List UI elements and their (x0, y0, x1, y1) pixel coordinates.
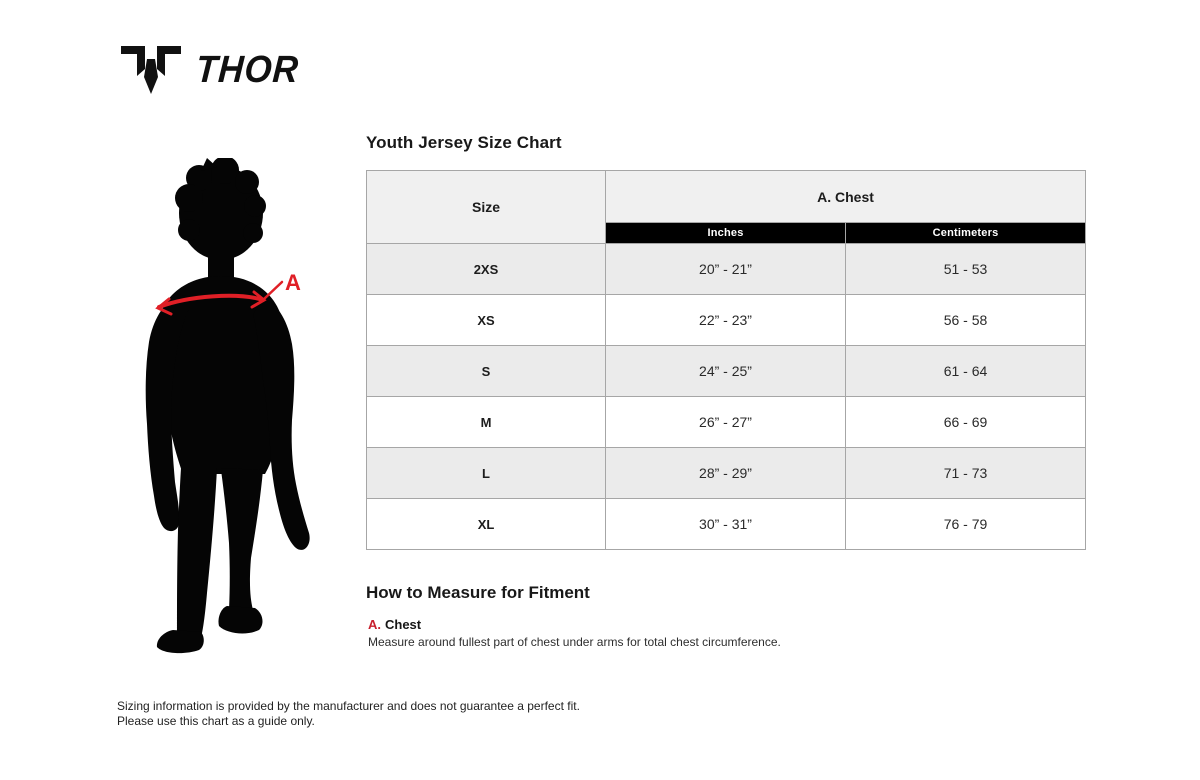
inches-value: 28” - 29” (605, 447, 846, 499)
size-value: M (366, 396, 606, 448)
centimeters-value: 56 - 58 (844, 294, 1087, 346)
size-value: XS (366, 294, 606, 346)
measure-heading: How to Measure for Fitment (366, 583, 590, 602)
size-value: 2XS (366, 243, 606, 295)
disclaimer-line-2: Please use this chart as a guide only. (117, 714, 315, 728)
thor-horns-icon (120, 44, 182, 96)
size-chart-table: Size A. Chest Inches Centimeters 2XS 20”… (366, 170, 1087, 550)
measure-item-name: Chest (385, 617, 422, 632)
chest-measure-line (155, 280, 284, 316)
column-header-inches: Inches (605, 222, 846, 244)
table-row: L 28” - 29” 71 - 73 (366, 447, 1087, 499)
table-row: 2XS 20” - 21” 51 - 53 (366, 243, 1087, 295)
inches-value: 26” - 27” (605, 396, 846, 448)
column-header-size: Size (366, 170, 606, 244)
chest-measure-label: A (285, 270, 301, 295)
inches-value: 30” - 31” (605, 498, 846, 550)
size-chart-title: Youth Jersey Size Chart (366, 133, 562, 152)
table-row: XL 30” - 31” 76 - 79 (366, 498, 1087, 550)
inches-value: 24” - 25” (605, 345, 846, 397)
child-silhouette-graphic: A (145, 156, 310, 654)
inches-value: 22” - 23” (605, 294, 846, 346)
size-value: L (366, 447, 606, 499)
size-value: XL (366, 498, 606, 550)
table-row: S 24” - 25” 61 - 64 (366, 345, 1087, 397)
table-row: XS 22” - 23” 56 - 58 (366, 294, 1087, 346)
centimeters-value: 71 - 73 (844, 447, 1087, 499)
column-header-centimeters: Centimeters (844, 222, 1087, 244)
size-chart-table-wrap: Size A. Chest Inches Centimeters 2XS 20”… (366, 170, 1087, 550)
centimeters-value: 76 - 79 (844, 498, 1087, 550)
measure-item-description: Measure around fullest part of chest und… (368, 635, 781, 649)
centimeters-value: 61 - 64 (844, 345, 1087, 397)
measure-item-chest: A. Chest Measure around fullest part of c… (368, 617, 781, 649)
disclaimer-line-1: Sizing information is provided by the ma… (117, 699, 580, 713)
disclaimer: Sizing information is provided by the ma… (117, 699, 580, 729)
measure-item-key: A. (368, 617, 381, 632)
brand-wordmark: THOR (194, 48, 301, 91)
centimeters-value: 66 - 69 (844, 396, 1087, 448)
size-value: S (366, 345, 606, 397)
centimeters-value: 51 - 53 (844, 243, 1087, 295)
column-header-chest: A. Chest (604, 170, 1087, 223)
brand-logo: THOR (120, 44, 308, 96)
measurement-figure: A (133, 156, 313, 663)
measure-item-label: A. Chest (368, 617, 781, 632)
inches-value: 20” - 21” (605, 243, 846, 295)
table-row: M 26” - 27” 66 - 69 (366, 396, 1087, 448)
